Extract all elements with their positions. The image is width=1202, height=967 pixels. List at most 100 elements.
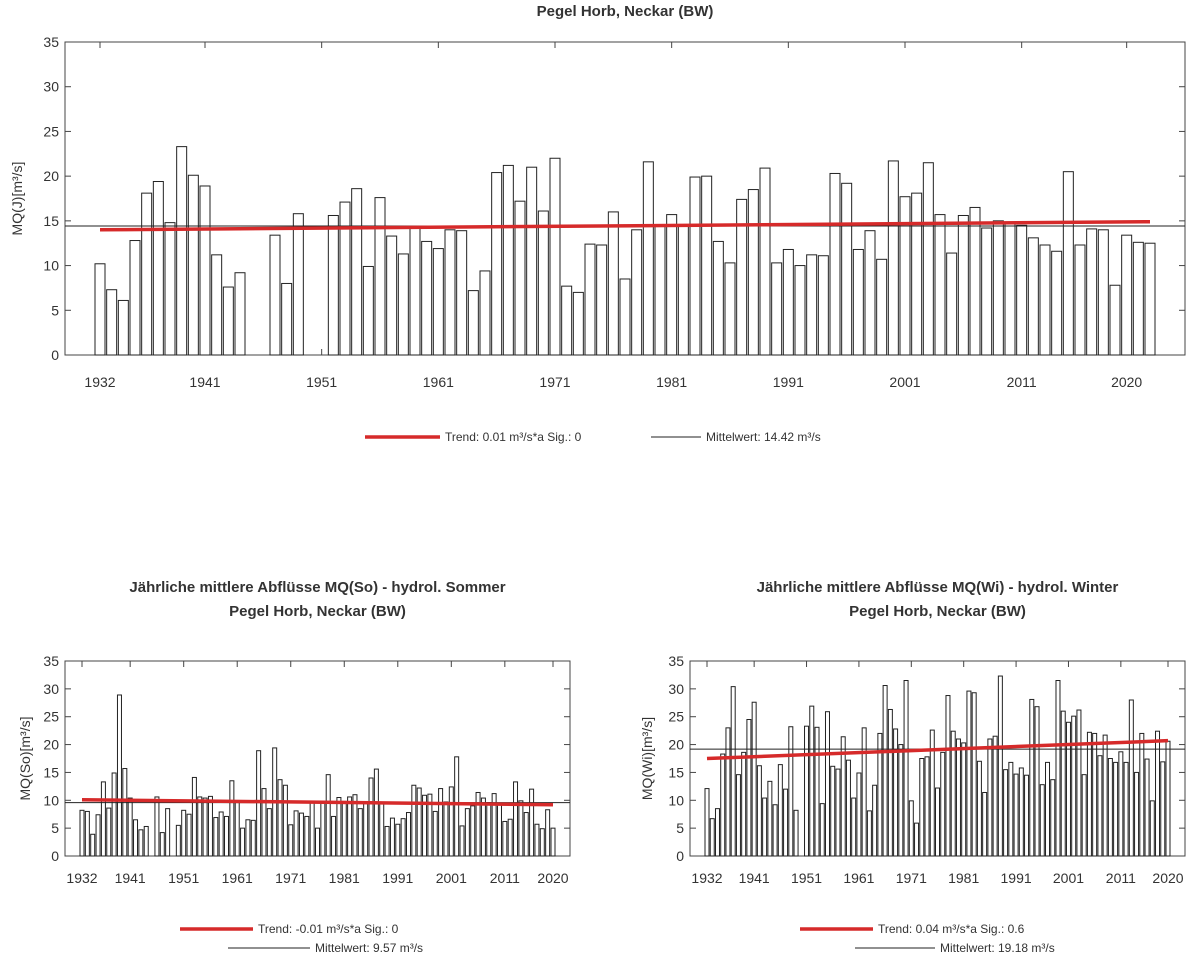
bar-2018 [539,828,545,857]
bar-1968 [514,200,526,356]
bar-1953 [814,726,820,857]
bar-1997 [1045,761,1051,857]
bar-1990 [771,262,783,356]
bar-1995 [829,172,841,356]
trend-line [81,797,554,807]
bar-1932 [79,809,85,857]
bar-1956 [830,765,836,857]
bar-1943 [222,286,234,356]
bar-2000 [1060,710,1066,857]
bar-1971 [908,800,914,857]
bar-1938 [735,774,741,857]
bar-1975 [596,244,608,356]
bar-1964 [872,784,878,857]
bar-1959 [845,759,851,857]
y-tick-label: 30 [43,681,59,697]
bar-1961 [234,801,240,857]
bar-1966 [261,788,267,857]
bar-1942 [211,254,223,356]
bar-1934 [714,808,720,857]
bar-1993 [806,254,818,356]
bar-1973 [572,291,584,356]
y-tick-label: 15 [43,213,59,229]
chart-title: Pegel Horb, Neckar (BW) [537,3,714,20]
bar-2003 [922,162,934,356]
bar-1987 [736,198,748,356]
bar-1945 [772,804,778,857]
bar-1978 [945,695,951,857]
bar-1998 [1050,779,1056,857]
bar-1959 [409,227,421,356]
bar-2001 [448,786,454,857]
bar-2020 [550,827,556,857]
bar-1948 [281,282,293,356]
bar-1994 [817,255,829,356]
x-tick-label: 1971 [539,374,570,390]
bar-1975 [929,729,935,857]
bar-2012 [1123,761,1129,857]
bar-1999 [438,788,444,857]
y-tick-label: 5 [51,820,59,836]
bar-1944 [767,780,773,857]
bar-1964 [467,290,479,356]
bar-1997 [852,248,864,356]
bar-2010 [496,804,502,857]
bar-2009 [1107,758,1113,857]
bar-1978 [325,774,331,857]
bar-2007 [969,206,981,356]
bar-1989 [1003,769,1009,857]
bar-1952 [809,705,815,857]
bar-1960 [851,797,857,857]
bar-2007 [1097,755,1103,857]
bar-1946 [154,796,160,857]
y-tick-label: 15 [668,764,684,780]
bar-1962 [861,727,867,857]
bar-1946 [777,764,783,857]
bar-1939 [176,146,188,356]
bar-2010 [1004,223,1016,356]
bar-2018 [1097,229,1109,356]
bar-2017 [1086,228,1098,356]
chart-1: Pegel Horb, Neckar (BW) 0 5 10 15 20 25 30 35 MQ(… [9,3,1186,444]
y-tick-label: 35 [668,653,684,669]
bar-1955 [202,797,208,857]
bar-1958 [397,253,409,356]
bar-1941 [127,797,133,857]
bar-1992 [1018,767,1024,857]
bar-1985 [712,240,724,356]
x-tick-label: 1991 [773,374,804,390]
chart-title: Jährliche mittlere Abflüsse MQ(So) - hyd… [129,579,505,596]
bar-1970 [282,784,288,857]
bar-1965 [479,270,491,356]
bar-1941 [751,701,757,857]
bar-1975 [309,802,315,857]
y-tick-label: 5 [676,820,684,836]
chart-title: Pegel Horb, Neckar (BW) [849,603,1026,620]
bar-1951 [804,725,810,857]
bar-1990 [1008,761,1014,857]
bar-1980 [336,797,342,857]
x-tick-label: 1932 [84,374,115,390]
bar-1993 [1024,774,1030,857]
bar-2013 [1128,699,1134,857]
bar-2017 [534,823,540,857]
legend-mean-label: Mittelwert: 9.57 m³/s [315,941,423,955]
bar-2007 [480,797,486,857]
bar-1977 [320,802,326,857]
bar-1974 [584,243,596,356]
bar-1963 [245,819,251,857]
bar-1954 [351,188,363,356]
x-tick-label: 1941 [189,374,220,390]
bar-2004 [1081,774,1087,857]
legend-mean-label: Mittelwert: 14.42 m³/s [706,430,821,444]
bar-2014 [1051,250,1063,356]
bar-1970 [903,680,909,857]
bar-1992 [400,818,406,857]
bar-1979 [642,161,654,356]
bar-1980 [654,224,666,356]
bar-1979 [331,815,337,857]
bar-2013 [1039,244,1051,356]
bar-2019 [545,809,551,857]
bar-1993 [405,812,411,857]
bar-1961 [856,772,862,857]
